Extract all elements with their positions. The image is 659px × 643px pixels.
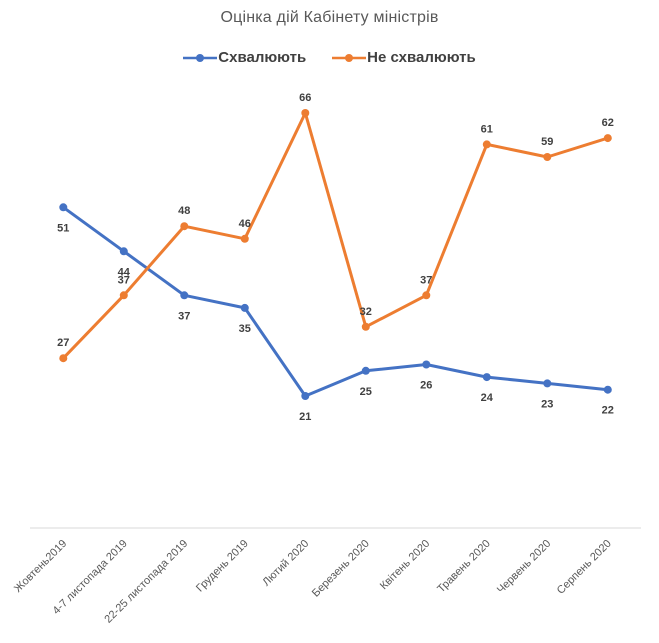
legend-label-disapprove: Не схвалюють (367, 49, 476, 66)
series-1-point (180, 222, 189, 231)
series-1-point (301, 109, 310, 117)
x-tick-label: Травень 2020 (435, 538, 493, 596)
x-tick-label: Грудень 2019 (194, 538, 251, 595)
x-tick-label: Серпень 2020 (555, 538, 614, 597)
data-label: 61 (481, 123, 493, 135)
x-tick-label: Червень 2020 (495, 538, 554, 597)
series-1-point (59, 354, 68, 363)
data-label: 22 (602, 405, 614, 417)
data-label: 35 (239, 323, 251, 335)
data-label: 25 (360, 386, 372, 398)
legend-item-disapprove: Не схвалюють (332, 49, 476, 66)
chart-title: Оцінка дій Кабінету міністрів (220, 9, 439, 26)
data-label: 66 (299, 92, 311, 104)
series-0-point (119, 247, 128, 256)
series-0-point (422, 360, 431, 369)
series-0-point (543, 379, 552, 388)
series-1-point (119, 291, 128, 300)
legend-label-approve: Схвалюють (218, 49, 307, 66)
legend-marker-1 (332, 53, 367, 62)
series-0-point (180, 291, 189, 300)
data-label: 48 (178, 205, 190, 217)
data-label: 37 (420, 274, 432, 286)
series-1-point (603, 134, 612, 143)
data-label: 23 (541, 398, 553, 410)
data-label: 44 (118, 266, 131, 278)
series-1-point (422, 291, 431, 300)
series-0-point (301, 392, 310, 400)
data-label: 51 (57, 222, 69, 234)
series-0-point (361, 366, 370, 375)
series-0-point (240, 303, 249, 312)
data-label: 27 (57, 337, 69, 349)
series-0-point (482, 373, 491, 382)
series-line-0 (61, 205, 610, 398)
series-1-point (482, 140, 491, 149)
series-0-point (603, 385, 612, 394)
x-tick-label: Жовтень2019 (12, 538, 69, 595)
legend-item-approve: Схвалюють (183, 49, 306, 66)
chart-legend: Схвалюють Не схвалюють (0, 49, 659, 66)
series-line-1 (61, 111, 610, 360)
data-label: 62 (602, 117, 614, 129)
legend-marker-0 (183, 53, 218, 62)
series-0-point (59, 203, 68, 212)
data-label: 59 (541, 136, 553, 148)
data-label: 24 (481, 392, 494, 404)
data-label: 37 (178, 310, 190, 322)
data-label: 32 (360, 306, 372, 318)
x-tick-label: Лютий 2020 (260, 538, 311, 589)
series-1-point (361, 322, 370, 331)
data-label: 37 (118, 274, 130, 286)
data-label: 21 (299, 411, 311, 423)
data-label: 26 (420, 380, 432, 392)
data-label: 46 (239, 218, 251, 230)
series-1-point (240, 234, 249, 243)
x-tick-label: Квітень 2020 (378, 538, 432, 592)
x-tick-label: Березень 2020 (310, 538, 372, 600)
series-1-point (543, 153, 552, 161)
